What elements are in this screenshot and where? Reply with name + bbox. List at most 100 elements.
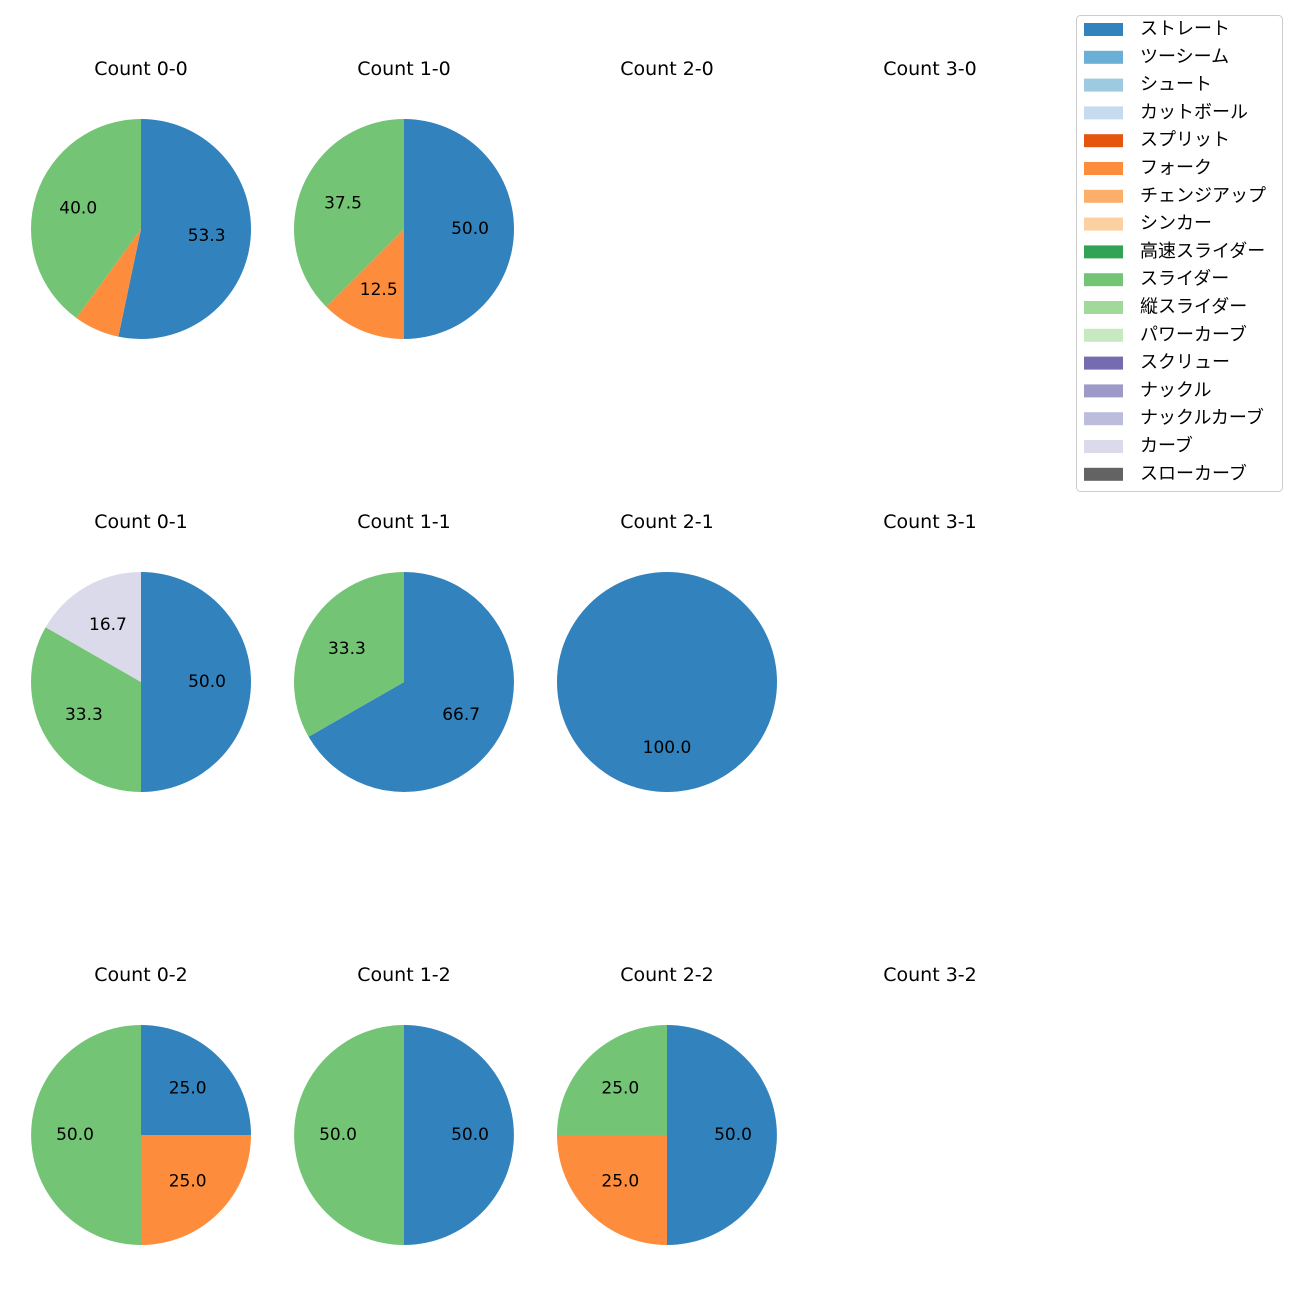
- legend-swatch: [1084, 245, 1123, 259]
- legend-swatch: [1084, 189, 1123, 203]
- pie-slice: [404, 119, 514, 339]
- pie-slice: [294, 119, 404, 307]
- pie-chart-5: Count 0-1 50.0 33.3 16.7: [30, 511, 251, 792]
- pie-slice: [30, 119, 141, 318]
- legend-label: シュート: [1140, 74, 1212, 95]
- chart-title: Count 1-2: [357, 964, 451, 986]
- pie-slice: [294, 1025, 404, 1245]
- legend-swatch: [1084, 301, 1123, 314]
- legend-frame: [1076, 15, 1283, 492]
- pie-slice: [141, 1025, 251, 1135]
- pie-slice: [45, 572, 142, 682]
- pie-chart-12: Count 3-2: [883, 964, 977, 986]
- pie-chart-6: Count 1-1 66.7 33.3: [293, 511, 514, 792]
- pie-chart-3: Count 2-0: [620, 58, 714, 80]
- chart-title: Count 2-0: [620, 58, 714, 80]
- slice-value-label: 50.0: [714, 1125, 752, 1145]
- pie-chart-8: Count 3-1: [883, 511, 977, 533]
- pie-slice: [141, 572, 251, 792]
- chart-title: Count 2-2: [620, 964, 714, 986]
- chart-title: Count 3-2: [883, 964, 977, 986]
- chart-title: Count 1-0: [357, 58, 451, 80]
- pie-slice: [308, 572, 514, 792]
- chart-title: Count 1-1: [357, 511, 451, 533]
- chart-title: Count 3-1: [883, 511, 977, 533]
- legend-swatch: [1084, 356, 1123, 370]
- slice-value-label: 25.0: [169, 1172, 207, 1192]
- legend-swatch: [1084, 50, 1123, 64]
- legend-label: ナックル: [1140, 380, 1211, 401]
- slice-value-label: 25.0: [601, 1078, 639, 1098]
- pie-slice: [404, 1025, 514, 1245]
- legend-label: 高速スライダー: [1140, 241, 1265, 262]
- legend-swatch: [1084, 273, 1123, 287]
- pie-chart-10: Count 1-2 50.0 50.0: [294, 964, 514, 1245]
- pie-chart-9: Count 0-2 25.0 25.0 50.0: [31, 964, 251, 1245]
- slice-value-label: 50.0: [451, 1125, 489, 1145]
- slice-value-label: 53.3: [188, 226, 226, 246]
- pie-slice: [30, 627, 142, 792]
- legend-label: パワーカーブ: [1140, 323, 1247, 345]
- chart-title: Count 0-1: [94, 511, 188, 533]
- pie-slice: [667, 1025, 777, 1245]
- legend-label: ツーシーム: [1140, 46, 1229, 67]
- legend-label: カーブ: [1140, 435, 1193, 457]
- slice-value-label: 12.5: [360, 280, 398, 300]
- slice-value-label: 100.0: [643, 738, 692, 758]
- chart-title: Count 0-2: [94, 964, 188, 986]
- chart-title: Count 0-0: [94, 58, 188, 80]
- legend-swatch: [1084, 467, 1123, 481]
- legend-swatch: [1084, 217, 1123, 231]
- legend-label: スプリット: [1140, 130, 1230, 151]
- chart-title: Count 3-0: [883, 58, 977, 80]
- slice-value-label: 40.0: [59, 199, 97, 219]
- legend-label: チェンジアップ: [1140, 185, 1266, 206]
- legend-label: カットボール: [1140, 102, 1248, 123]
- legend-label: スクリュー: [1140, 352, 1230, 373]
- slice-value-label: 66.7: [442, 705, 480, 725]
- pie-slice: [141, 1135, 251, 1245]
- legend-swatch: [1084, 440, 1123, 453]
- slice-value-label: 33.3: [65, 705, 103, 725]
- pie-chart-11: Count 2-2 50.0 25.0 25.0: [557, 964, 777, 1245]
- slice-value-label: 37.5: [324, 194, 362, 214]
- slice-value-label: 50.0: [319, 1125, 357, 1145]
- legend-label: フォーク: [1140, 158, 1212, 179]
- legend-label: スローカーブ: [1140, 462, 1247, 484]
- legend-swatch: [1084, 162, 1123, 175]
- slice-value-label: 33.3: [328, 639, 366, 659]
- pie-chart-4: Count 3-0: [883, 58, 977, 80]
- pie-slice: [557, 572, 777, 792]
- slice-value-label: 50.0: [188, 672, 226, 692]
- legend-label: スライダー: [1140, 269, 1229, 290]
- slice-value-label: 25.0: [169, 1078, 207, 1098]
- legend-label: ストレート: [1140, 19, 1230, 40]
- pie-slice: [557, 1135, 667, 1245]
- pie-slice: [326, 229, 404, 339]
- pie-slice: [76, 229, 141, 337]
- slice-value-label: 16.7: [89, 615, 127, 635]
- pie-chart-1: Count 0-0 53.3 40.0: [30, 58, 252, 339]
- legend-swatch: [1084, 106, 1123, 120]
- legend-label: 縦スライダー: [1140, 297, 1247, 318]
- legend: ストレートツーシームシュートカットボールスプリットフォークチェンジアップシンカー…: [1076, 15, 1283, 492]
- pie-slice: [31, 1025, 141, 1245]
- legend-label: シンカー: [1140, 213, 1212, 234]
- legend-swatch: [1084, 23, 1123, 36]
- legend-swatch: [1084, 78, 1123, 92]
- pie-slice: [557, 1025, 667, 1135]
- pie-slice: [118, 119, 252, 339]
- pie-chart-7: Count 2-1 100.0: [557, 511, 777, 792]
- pie-chart-2: Count 1-0 50.0 12.5 37.5: [294, 58, 514, 339]
- legend-swatch: [1084, 384, 1123, 398]
- chart-title: Count 2-1: [620, 511, 714, 533]
- legend-swatch: [1084, 134, 1123, 148]
- pie-slice: [293, 572, 404, 737]
- legend-label: ナックルカーブ: [1140, 407, 1264, 429]
- legend-swatch: [1084, 328, 1123, 342]
- legend-swatch: [1084, 412, 1123, 426]
- slice-value-label: 25.0: [601, 1172, 639, 1192]
- slice-value-label: 50.0: [56, 1125, 94, 1145]
